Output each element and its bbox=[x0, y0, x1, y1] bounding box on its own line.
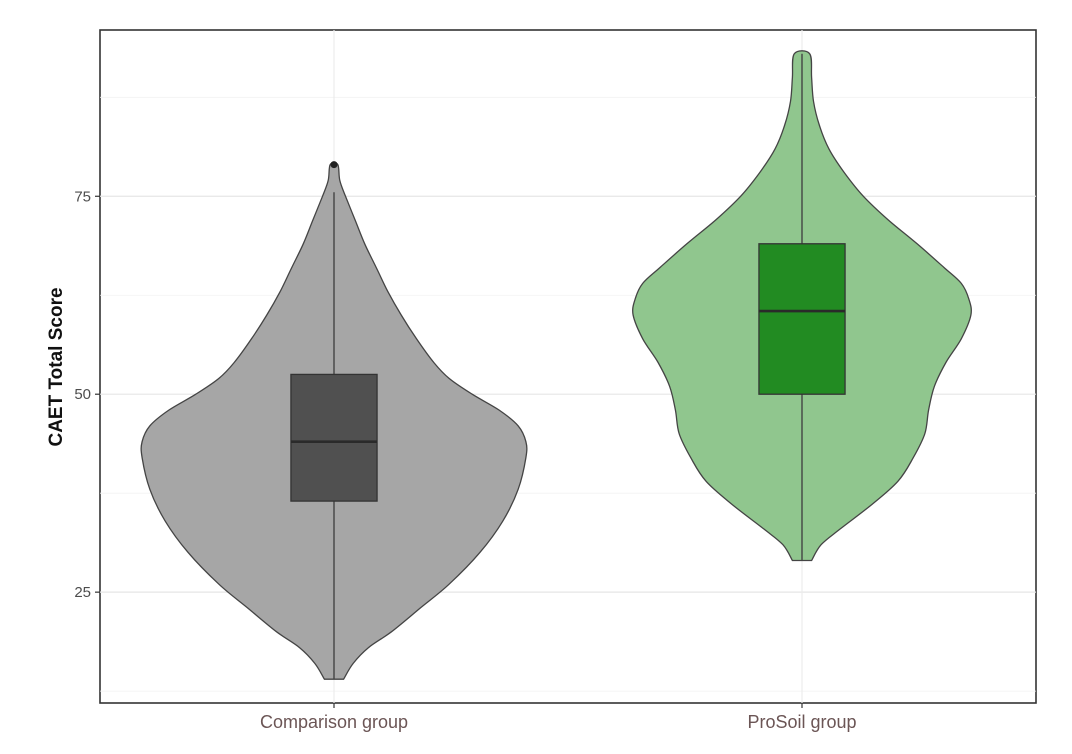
box-iqr bbox=[290, 373, 378, 502]
axes: 25 50 75 Comparison group ProSoil group bbox=[74, 188, 856, 732]
y-axis-title: CAET Total Score bbox=[46, 287, 67, 446]
y-tick-label: 50 bbox=[74, 386, 91, 403]
box-iqr bbox=[758, 243, 846, 395]
y-tick-label: 25 bbox=[74, 584, 91, 601]
x-tick-label: ProSoil group bbox=[747, 712, 856, 732]
x-tick-label: Comparison group bbox=[260, 712, 408, 732]
violins bbox=[140, 50, 972, 680]
outlier-point bbox=[330, 161, 338, 169]
y-tick-label: 75 bbox=[74, 188, 91, 205]
